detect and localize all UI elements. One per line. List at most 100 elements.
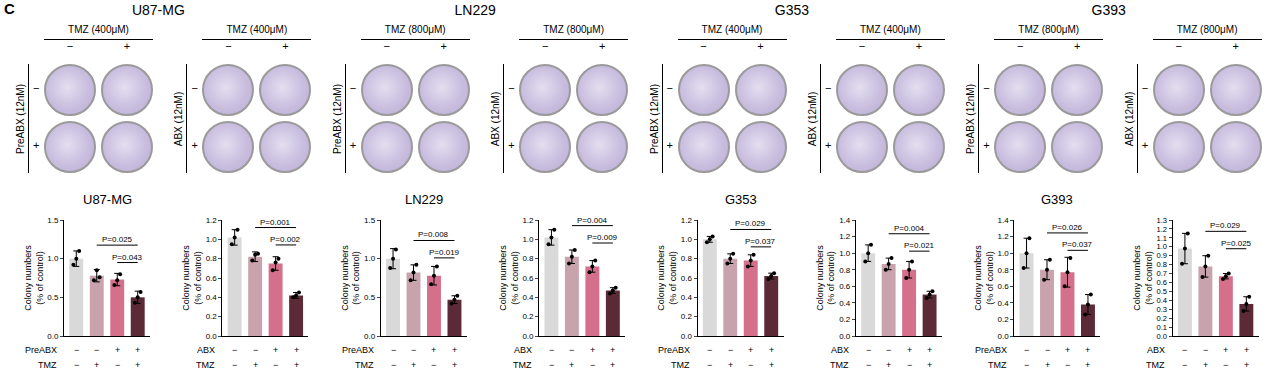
svg-text:+: + bbox=[610, 360, 615, 370]
svg-text:−: − bbox=[232, 345, 237, 355]
svg-text:−: − bbox=[273, 360, 278, 370]
svg-text:0.6: 0.6 bbox=[839, 282, 851, 291]
svg-text:P=0.025: P=0.025 bbox=[1221, 239, 1252, 248]
svg-text:ABX: ABX bbox=[197, 345, 215, 355]
svg-text:0.5: 0.5 bbox=[47, 293, 59, 302]
svg-text:U87-MG: U87-MG bbox=[83, 192, 132, 207]
svg-text:−: − bbox=[549, 345, 554, 355]
svg-text:TMZ: TMZ bbox=[196, 360, 215, 370]
svg-text:−: − bbox=[1223, 360, 1228, 370]
svg-text:1.2: 1.2 bbox=[681, 216, 693, 225]
svg-text:−: − bbox=[1024, 360, 1029, 370]
svg-text:−: − bbox=[1024, 345, 1029, 355]
svg-text:0.0: 0.0 bbox=[1157, 332, 1168, 341]
svg-text:0.0: 0.0 bbox=[998, 332, 1010, 341]
svg-text:+: + bbox=[610, 345, 615, 355]
svg-text:0.8: 0.8 bbox=[522, 254, 534, 263]
svg-text:1.0: 1.0 bbox=[681, 235, 693, 244]
svg-text:−: − bbox=[1203, 345, 1208, 355]
svg-text:1.4: 1.4 bbox=[998, 216, 1010, 225]
svg-text:−: − bbox=[391, 360, 396, 370]
svg-text:1.1: 1.1 bbox=[1157, 234, 1168, 243]
svg-text:−: − bbox=[391, 345, 396, 355]
svg-text:0.8: 0.8 bbox=[681, 254, 693, 263]
svg-text:+: + bbox=[1085, 360, 1090, 370]
svg-text:−: − bbox=[907, 360, 912, 370]
svg-text:+: + bbox=[135, 345, 140, 355]
svg-text:P=0.037: P=0.037 bbox=[745, 237, 776, 246]
svg-text:−: − bbox=[94, 345, 99, 355]
svg-text:−: − bbox=[707, 345, 712, 355]
svg-text:Colony numbers(% of control): Colony numbers(% of control) bbox=[1132, 245, 1154, 311]
svg-text:P=0.029: P=0.029 bbox=[735, 219, 766, 228]
svg-text:+: + bbox=[135, 360, 140, 370]
svg-text:ABX: ABX bbox=[831, 345, 849, 355]
svg-text:P=0.004: P=0.004 bbox=[577, 216, 608, 225]
svg-text:−: − bbox=[431, 360, 436, 370]
svg-text:1.5: 1.5 bbox=[364, 216, 376, 225]
svg-text:G353: G353 bbox=[725, 192, 757, 207]
svg-text:−: − bbox=[549, 360, 554, 370]
svg-text:+: + bbox=[294, 345, 299, 355]
svg-text:1.0: 1.0 bbox=[1157, 242, 1168, 251]
svg-text:0.0: 0.0 bbox=[522, 332, 534, 341]
svg-text:0.2: 0.2 bbox=[839, 315, 851, 324]
svg-text:1.5: 1.5 bbox=[47, 216, 59, 225]
svg-text:0.2: 0.2 bbox=[522, 312, 534, 321]
svg-text:0.8: 0.8 bbox=[1157, 260, 1168, 269]
svg-text:P=0.019: P=0.019 bbox=[429, 248, 460, 257]
svg-text:−: − bbox=[411, 345, 416, 355]
svg-text:0.6: 0.6 bbox=[522, 274, 534, 283]
svg-text:Colony numbers(% of control): Colony numbers(% of control) bbox=[656, 245, 678, 311]
svg-text:P=0.001: P=0.001 bbox=[260, 218, 291, 227]
svg-text:−: − bbox=[728, 345, 733, 355]
svg-text:0.0: 0.0 bbox=[839, 332, 851, 341]
svg-text:−: − bbox=[886, 345, 891, 355]
svg-text:1.0: 1.0 bbox=[206, 235, 218, 244]
svg-text:+: + bbox=[927, 345, 932, 355]
svg-text:0.6: 0.6 bbox=[681, 274, 693, 283]
svg-text:Colony numbers(% of control): Colony numbers(% of control) bbox=[340, 245, 362, 311]
svg-text:Colony numbers(% of control): Colony numbers(% of control) bbox=[23, 245, 45, 311]
svg-text:0.1: 0.1 bbox=[1157, 323, 1168, 332]
svg-text:0.2: 0.2 bbox=[206, 312, 218, 321]
svg-text:+: + bbox=[1065, 345, 1070, 355]
svg-text:ABX: ABX bbox=[514, 345, 532, 355]
svg-text:0.2: 0.2 bbox=[1157, 314, 1168, 323]
svg-text:+: + bbox=[769, 345, 774, 355]
svg-text:0.0: 0.0 bbox=[206, 332, 218, 341]
svg-text:0.7: 0.7 bbox=[1157, 269, 1168, 278]
svg-text:TMZ: TMZ bbox=[671, 360, 690, 370]
svg-text:0.0: 0.0 bbox=[47, 332, 59, 341]
svg-text:Colony numbers(% of control): Colony numbers(% of control) bbox=[973, 245, 995, 311]
svg-text:0.6: 0.6 bbox=[206, 274, 218, 283]
svg-text:−: − bbox=[74, 345, 79, 355]
svg-text:+: + bbox=[411, 360, 416, 370]
svg-text:0.5: 0.5 bbox=[1157, 287, 1168, 296]
svg-text:P=0.021: P=0.021 bbox=[904, 241, 935, 250]
svg-text:P=0.002: P=0.002 bbox=[270, 235, 301, 244]
svg-text:P=0.037: P=0.037 bbox=[1062, 240, 1093, 249]
svg-text:Colony numbers(% of control): Colony numbers(% of control) bbox=[815, 245, 837, 311]
svg-text:1.0: 1.0 bbox=[839, 249, 851, 258]
svg-text:+: + bbox=[569, 360, 574, 370]
svg-text:+: + bbox=[253, 360, 258, 370]
svg-text:0.6: 0.6 bbox=[998, 282, 1010, 291]
svg-text:TMZ: TMZ bbox=[988, 360, 1007, 370]
svg-text:−: − bbox=[1182, 360, 1187, 370]
svg-text:P=0.025: P=0.025 bbox=[102, 235, 133, 244]
svg-text:LN229: LN229 bbox=[405, 192, 443, 207]
svg-text:+: + bbox=[1203, 360, 1208, 370]
svg-text:Colony numbers(% of control): Colony numbers(% of control) bbox=[498, 245, 520, 311]
svg-text:+: + bbox=[294, 360, 299, 370]
svg-text:+: + bbox=[1244, 360, 1249, 370]
svg-text:0.6: 0.6 bbox=[1157, 278, 1168, 287]
svg-text:PreABX: PreABX bbox=[658, 345, 690, 355]
svg-text:1.3: 1.3 bbox=[1157, 216, 1168, 225]
svg-text:−: − bbox=[1182, 345, 1187, 355]
svg-text:+: + bbox=[886, 360, 891, 370]
svg-text:−: − bbox=[115, 360, 120, 370]
svg-text:TMZ: TMZ bbox=[830, 360, 849, 370]
svg-text:P=0.009: P=0.009 bbox=[587, 233, 618, 242]
svg-text:P=0.004: P=0.004 bbox=[894, 224, 925, 233]
